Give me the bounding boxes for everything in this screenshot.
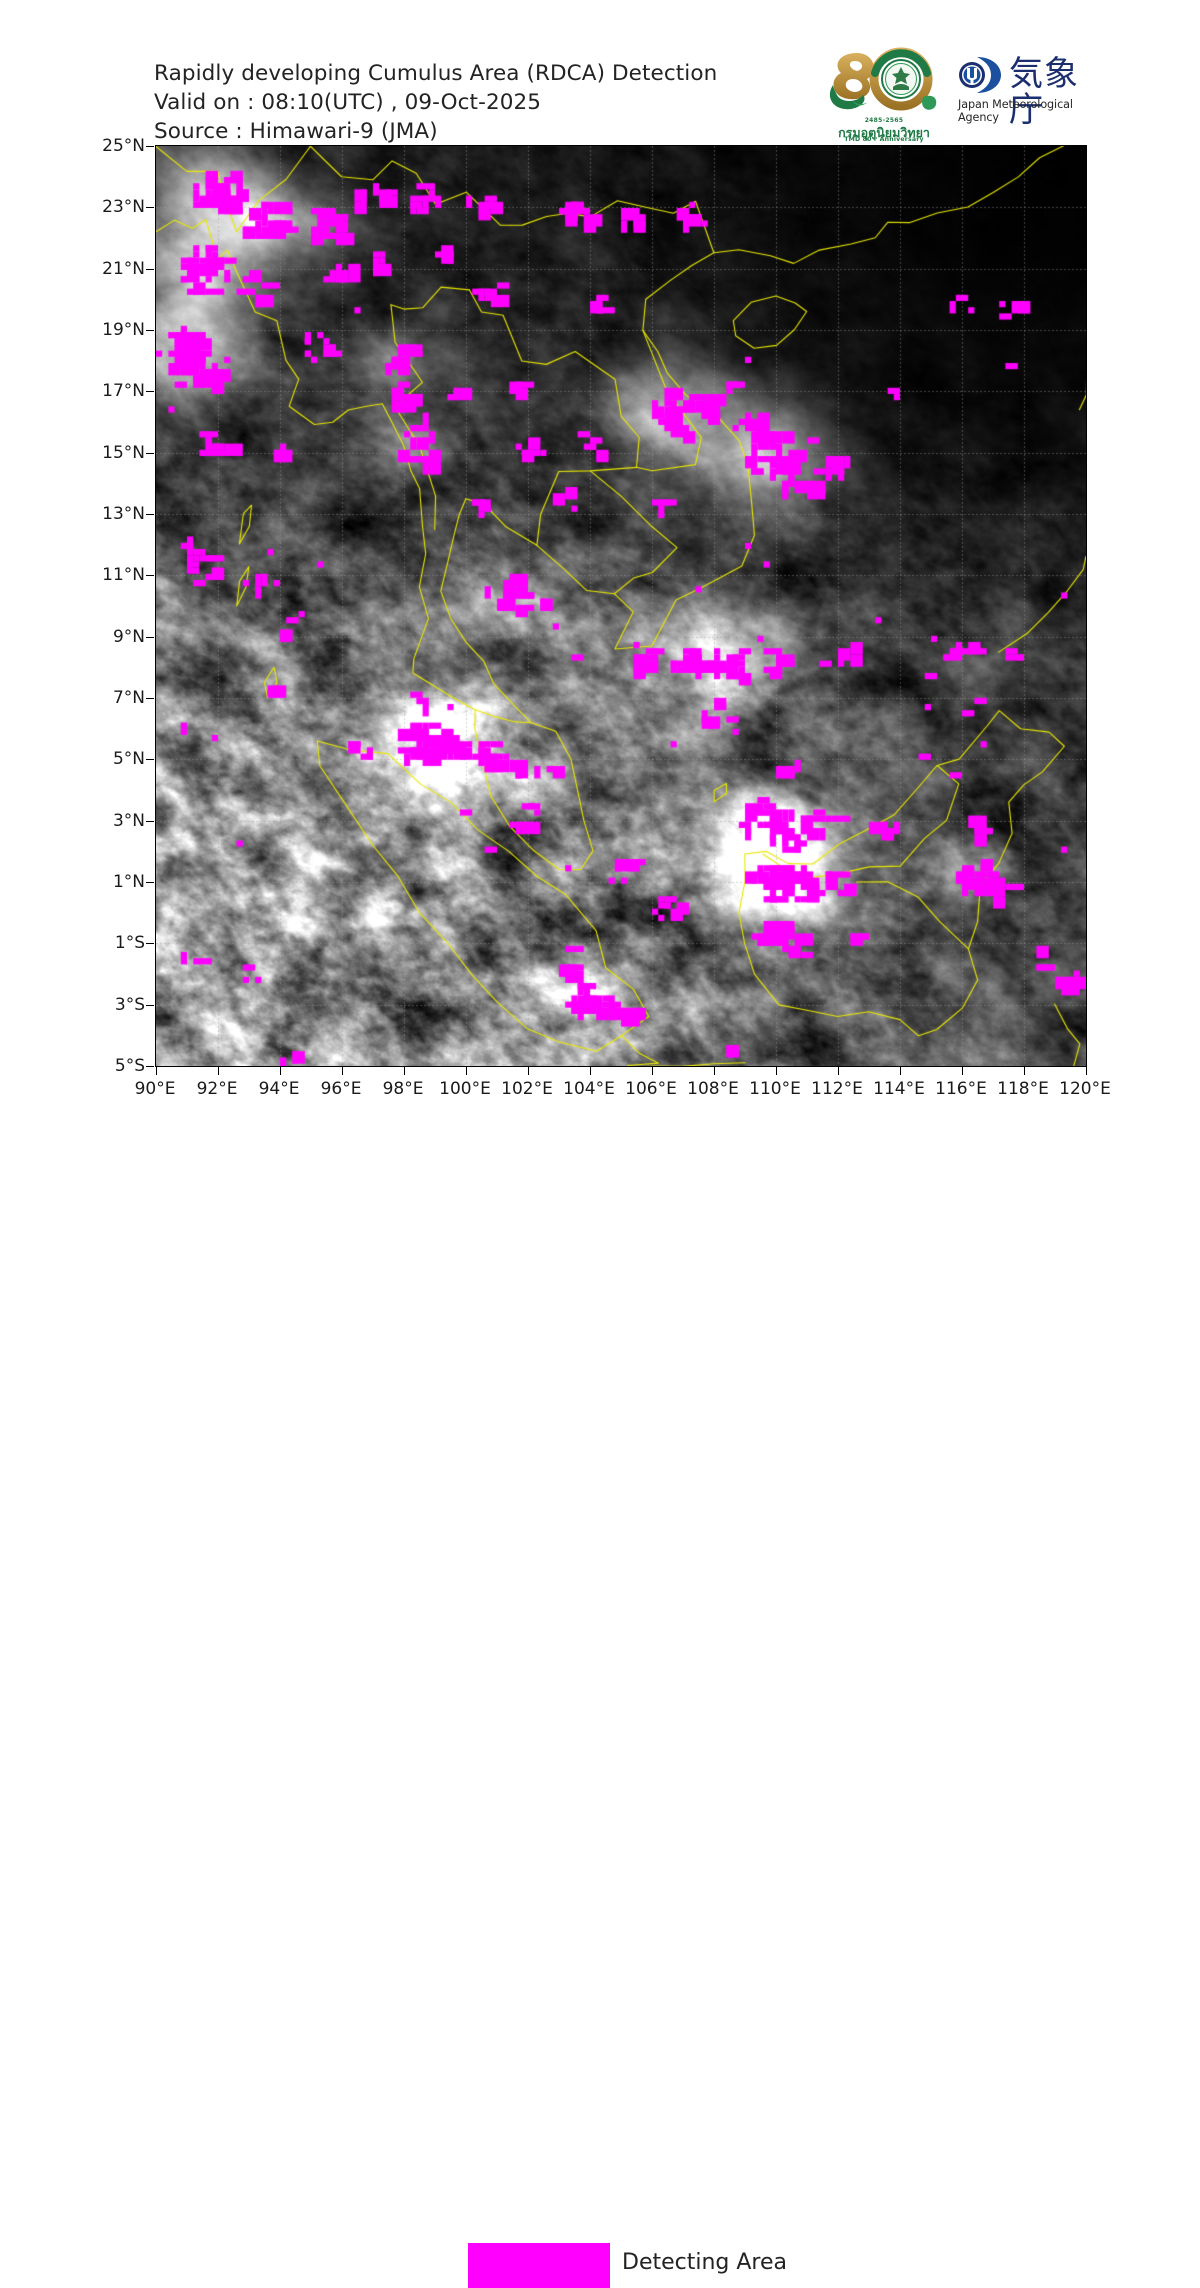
tmd-80th-anniversary-logo: 2485-2565 กรมอุตุนิยมวิทยา TMD 80ᵗʰ Anni… [823, 45, 945, 143]
x-axis-label: 114°E [873, 1079, 925, 1099]
y-axis-label: 17°N [102, 381, 145, 402]
y-axis-tick [146, 759, 154, 761]
x-axis-tick [218, 1067, 219, 1075]
x-axis-label: 90°E [134, 1079, 176, 1099]
legend-label: Detecting Area [622, 2250, 787, 2275]
x-axis-tick [280, 1067, 281, 1075]
y-axis-label: 15°N [102, 442, 145, 463]
tmd-years-text: 2485-2565 [864, 117, 904, 124]
y-axis-label: 11°N [102, 565, 145, 586]
x-axis-label: 112°E [811, 1079, 863, 1099]
page-title: Rapidly developing Cumulus Area (RDCA) D… [154, 61, 718, 86]
y-axis-label: 3°S [114, 994, 145, 1015]
tmd-thai-text: กรมอุตุนิยมวิทยา [838, 125, 930, 140]
y-axis-tick [146, 882, 154, 883]
y-axis-tick [146, 820, 154, 822]
y-axis-label: 7°N [112, 688, 145, 708]
x-axis-label: 120°E [1059, 1079, 1111, 1099]
y-axis-label: 23°N [102, 197, 145, 218]
y-axis-label: 25°N [102, 136, 145, 156]
x-axis-label: 92°E [196, 1079, 238, 1099]
y-axis-tick [146, 943, 154, 945]
x-axis-tick [776, 1067, 777, 1075]
x-axis-tick [714, 1067, 715, 1075]
x-axis-label: 110°E [749, 1079, 801, 1099]
x-axis-tick [1086, 1067, 1087, 1075]
x-axis-tick [838, 1067, 839, 1075]
jma-kanji-text: 気象庁 [1009, 54, 1079, 130]
satellite-map-panel: 25°N 23°N 21°N 19°N 17°N 15°N 13°N 11°N 9°N 7°N 5°… [102, 136, 1111, 1099]
y-axis-tick [146, 452, 154, 454]
x-axis-label: 94°E [258, 1079, 300, 1099]
y-axis-label: 19°N [102, 320, 145, 340]
valid-time-text: Valid on : 08:10(UTC) , 09-Oct-2025 [154, 90, 542, 115]
tmd-emblem-icon [829, 47, 937, 111]
x-axis-tick [156, 1067, 157, 1075]
x-axis-tick [962, 1067, 963, 1075]
x-axis-tick [1024, 1067, 1025, 1075]
y-axis-tick [146, 146, 154, 147]
jma-english-text: Japan Meteorological Agency [958, 98, 1073, 124]
satellite-imagery-canvas [156, 146, 1086, 1066]
title-block: Rapidly developing Cumulus Area (RDCA) D… [154, 59, 717, 146]
y-axis-tick [146, 207, 154, 209]
map-plot-frame [155, 145, 1087, 1067]
y-axis-tick [146, 514, 154, 515]
y-axis-tick [146, 1004, 154, 1006]
y-axis-label: 1°N [112, 872, 145, 892]
x-axis-label: 116°E [935, 1079, 987, 1099]
x-axis-tick [900, 1067, 901, 1075]
y-axis-label: 5°S [114, 1056, 145, 1076]
y-axis-tick [146, 391, 154, 393]
page-header: Rapidly developing Cumulus Area (RDCA) D… [0, 0, 1200, 145]
logo-group: 2485-2565 กรมอุตุนิยมวิทยา TMD 80ᵗʰ Anni… [823, 45, 1107, 143]
y-axis-label: 21°N [102, 258, 145, 279]
y-axis-tick [146, 698, 154, 699]
jma-emblem-icon [959, 57, 1001, 93]
x-axis-tick [528, 1067, 529, 1075]
x-axis-label: 102°E [501, 1079, 553, 1099]
y-axis-label: 9°N [112, 626, 145, 647]
y-axis-tick [146, 575, 154, 577]
x-axis-tick [590, 1067, 591, 1075]
x-axis-label: 108°E [687, 1079, 739, 1099]
y-axis-label: 1°S [114, 933, 145, 954]
y-axis-tick [146, 330, 154, 331]
y-axis-label: 5°N [112, 749, 145, 770]
x-axis-label: 104°E [563, 1079, 615, 1099]
legend-color-swatch [468, 2243, 610, 2288]
x-axis-tick [466, 1067, 467, 1075]
y-axis-tick [146, 636, 154, 638]
x-axis-tick [404, 1067, 405, 1075]
tmd-english-text: TMD 80ᵗʰ Anniversary [844, 136, 924, 143]
source-text: Source : Himawari-9 (JMA) [154, 119, 438, 144]
x-axis-label: 106°E [625, 1079, 677, 1099]
x-axis-tick [342, 1067, 343, 1075]
x-axis-label: 100°E [439, 1079, 491, 1099]
y-axis-tick [146, 268, 154, 270]
x-axis-label: 118°E [997, 1079, 1049, 1099]
japan-meteorological-agency-logo: 気象庁 Japan Meteorological Agency [957, 54, 1107, 128]
x-axis-tick [652, 1067, 653, 1075]
y-axis-tick [146, 1066, 154, 1067]
y-axis-label: 13°N [102, 504, 145, 524]
legend: Detecting Area [0, 1118, 1200, 2288]
x-axis-label: 96°E [320, 1079, 362, 1099]
y-axis-label: 3°N [112, 810, 145, 831]
x-axis-label: 98°E [382, 1079, 424, 1099]
